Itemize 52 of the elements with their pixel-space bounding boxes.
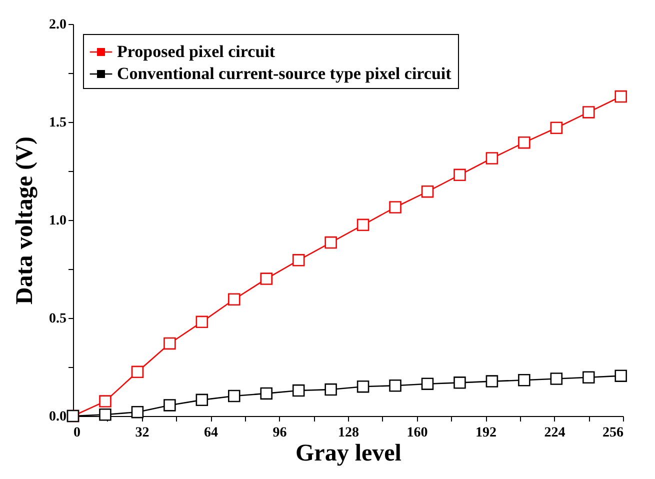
- point: [518, 374, 530, 386]
- point: [99, 408, 112, 421]
- x-tick-label: 0: [74, 426, 80, 440]
- point: [389, 201, 402, 214]
- point: [260, 387, 272, 400]
- point: [131, 366, 144, 378]
- y-tick-label: 0.0: [49, 410, 66, 424]
- point: [324, 236, 337, 249]
- point: [356, 380, 370, 393]
- x-tick-label: 256: [602, 426, 624, 440]
- point: [421, 185, 434, 198]
- point: [454, 168, 466, 182]
- y-tick-label: 0.5: [49, 312, 66, 326]
- point: [454, 376, 466, 389]
- point: [131, 406, 144, 418]
- x-tick-label: 160: [406, 426, 428, 440]
- point: [614, 90, 627, 103]
- point: [389, 379, 402, 392]
- y-tick-label: 2.0: [49, 18, 66, 32]
- point: [260, 272, 272, 285]
- x-tick-label: 128: [338, 426, 359, 440]
- point: [99, 395, 112, 408]
- point: [421, 378, 434, 390]
- y-axis-title: Data voltage (V): [12, 136, 38, 304]
- point: [292, 384, 305, 397]
- x-tick-label: 32: [135, 426, 150, 440]
- legend-label: Proposed pixel circuit: [117, 42, 276, 61]
- point: [518, 136, 530, 149]
- x-tick-label: 224: [544, 426, 566, 440]
- point: [228, 390, 240, 402]
- point: [196, 316, 208, 328]
- point: [486, 375, 498, 388]
- y-tick-label: 1.0: [49, 214, 66, 228]
- point: [356, 218, 370, 232]
- point: [614, 370, 627, 382]
- x-axis-title: Gray level: [296, 440, 402, 466]
- x-tick-label: 64: [204, 426, 218, 440]
- y-tick-label: 1.5: [49, 116, 66, 130]
- legend-label: Conventional current-source type pixel circuit: [117, 64, 452, 83]
- point: [324, 383, 337, 396]
- x-tick-label: 96: [272, 426, 287, 440]
- point: [582, 371, 595, 384]
- point: [550, 372, 563, 385]
- point: [292, 254, 305, 266]
- point: [582, 106, 595, 118]
- point: [228, 293, 240, 306]
- point: [486, 152, 498, 164]
- point: [164, 399, 176, 412]
- point: [196, 394, 208, 406]
- point: [164, 337, 176, 350]
- x-tick-label: 192: [476, 426, 496, 440]
- point: [550, 122, 563, 134]
